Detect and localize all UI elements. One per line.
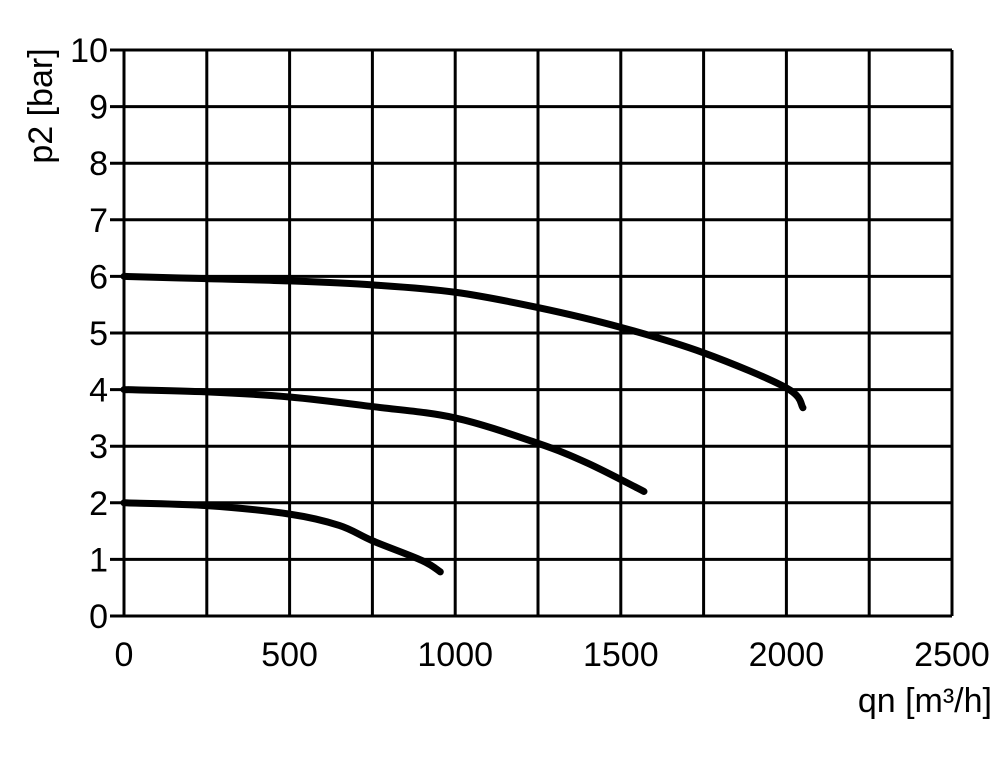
y-tick-label: 5 <box>89 315 108 353</box>
y-tick-label: 4 <box>89 372 108 410</box>
series-line-0 <box>120 272 807 412</box>
x-tick-label: 1500 <box>583 636 659 674</box>
y-tick-label: 2 <box>89 485 108 523</box>
x-tick-labels: 0 500 1000 1500 2000 2500 <box>115 636 990 674</box>
curves <box>120 272 807 576</box>
y-tick-label: 10 <box>70 32 108 70</box>
y-tick-labels: 0 1 2 3 4 5 6 7 8 9 10 <box>70 32 108 636</box>
y-tick-label: 9 <box>89 89 108 127</box>
x-tick-label: 0 <box>115 636 134 674</box>
y-tick-label: 1 <box>89 541 108 579</box>
x-tick-label: 1000 <box>417 636 493 674</box>
x-axis-label: qn [m³/h] <box>858 682 992 720</box>
y-tick-label: 7 <box>89 202 108 240</box>
y-tick-label: 0 <box>89 598 108 636</box>
grid <box>110 48 954 618</box>
y-axis-label: p2 [bar] <box>22 48 60 163</box>
x-tick-label: 500 <box>261 636 318 674</box>
series-line-2 <box>120 499 444 576</box>
y-tick-label: 6 <box>89 258 108 296</box>
x-tick-label: 2000 <box>749 636 825 674</box>
y-tick-label: 3 <box>89 428 108 466</box>
x-tick-label: 2500 <box>914 636 990 674</box>
series-line-1 <box>120 386 648 495</box>
y-tick-label: 8 <box>89 145 108 183</box>
